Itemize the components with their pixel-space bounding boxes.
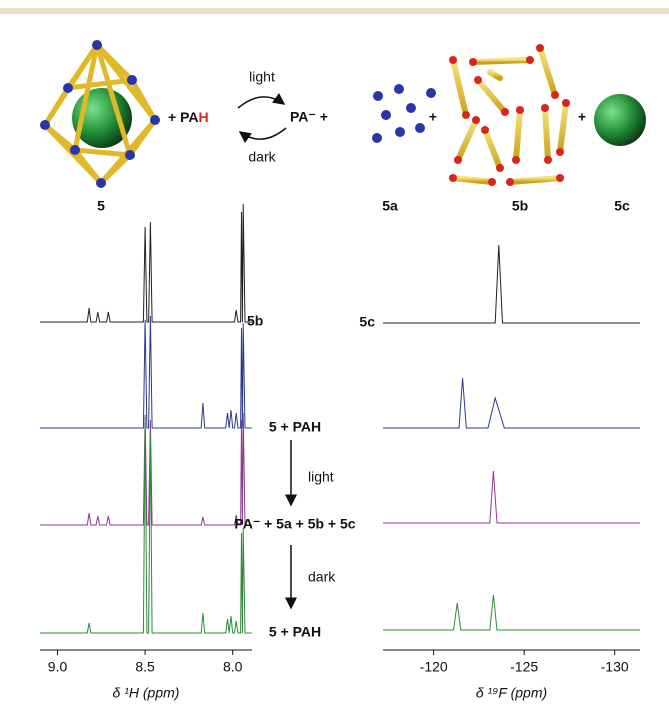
sphere-5c <box>594 94 646 146</box>
ions-5a <box>372 84 436 143</box>
arrow-back <box>238 127 287 144</box>
x-tick-label: -120 <box>420 659 448 675</box>
series-label: PA⁻ + 5a + 5b + 5c <box>234 516 355 532</box>
spectrum <box>40 417 252 634</box>
x-tick-label: 8.5 <box>135 659 155 675</box>
reagent: + PA <box>168 109 198 125</box>
rods-5b <box>450 45 569 185</box>
product-label: PA⁻ + <box>290 109 328 125</box>
product-name: 5c <box>614 198 630 214</box>
series-label: 5 + PAH <box>269 624 321 640</box>
arrow-label: light <box>249 69 275 85</box>
x-axis-label: δ ¹H (ppm) <box>113 685 180 701</box>
top-rule <box>0 8 669 14</box>
series-label: 5b <box>247 313 263 329</box>
x-tick-label: 8.0 <box>223 659 243 675</box>
spectrum <box>40 315 252 429</box>
spectrum <box>383 470 640 524</box>
plus: + <box>429 109 437 125</box>
spectrum <box>383 377 640 429</box>
x-tick-label: -125 <box>510 659 538 675</box>
x-tick-label: 9.0 <box>48 659 68 675</box>
spectrum <box>383 244 640 324</box>
step-label: light <box>308 469 334 485</box>
spectrum <box>383 594 640 631</box>
step-label: dark <box>308 569 336 585</box>
reagent-label: + PAH <box>168 109 209 125</box>
spectrum <box>40 203 252 323</box>
product-name: 5a <box>382 198 398 214</box>
reagent-h: H <box>198 109 208 125</box>
compound-label: 5 <box>97 198 105 214</box>
octahedron <box>40 40 160 188</box>
product-name: 5b <box>512 198 528 214</box>
series-label: 5 + PAH <box>269 419 321 435</box>
series-label: 5c <box>359 314 375 330</box>
x-tick-label: -130 <box>601 659 629 675</box>
arrow-forward <box>237 92 286 109</box>
x-axis-label: δ ¹⁹F (ppm) <box>476 685 547 701</box>
rod-ends-5b <box>449 44 570 186</box>
arrow-label: dark <box>248 149 276 165</box>
plus: + <box>578 109 586 125</box>
spectrum <box>40 412 252 526</box>
